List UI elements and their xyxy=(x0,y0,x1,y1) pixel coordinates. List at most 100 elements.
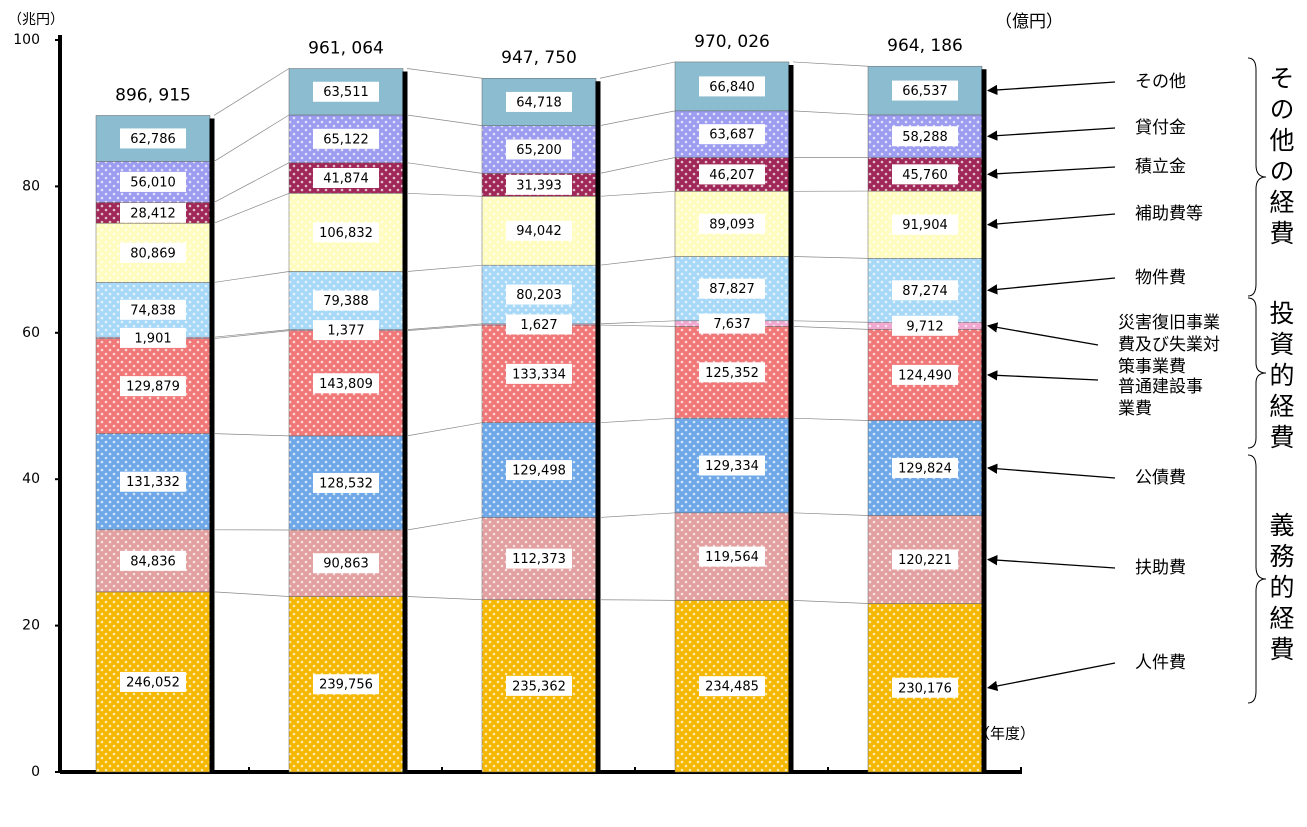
brace xyxy=(1247,297,1267,449)
value-label-box: 133,334 xyxy=(506,363,572,384)
label-bg xyxy=(120,671,186,692)
connector xyxy=(406,192,483,197)
label-bg xyxy=(699,278,765,299)
value-label-box: 65,122 xyxy=(313,128,379,149)
value-label-box: 79,388 xyxy=(313,290,379,311)
value-label-box: 246,052 xyxy=(120,671,186,692)
value-label: 94,042 xyxy=(516,224,562,239)
connector xyxy=(599,190,676,197)
value-label-box: 84,836 xyxy=(120,550,186,571)
value-label-box: 66,537 xyxy=(892,80,958,101)
value-label: 235,362 xyxy=(512,679,566,694)
value-label-box: 63,687 xyxy=(699,124,765,145)
legend-label: 貸付金 xyxy=(1135,118,1186,138)
value-label: 63,511 xyxy=(323,85,369,100)
value-label: 125,352 xyxy=(705,366,759,381)
legend-label: 公債費 xyxy=(1135,468,1186,488)
group-label: 投資的経費 xyxy=(1266,300,1295,455)
value-label: 129,879 xyxy=(126,380,180,395)
value-label: 1,627 xyxy=(520,318,557,333)
label-bg xyxy=(699,455,765,476)
legend-label: その他 xyxy=(1135,72,1186,92)
legend-arrow xyxy=(986,277,1116,295)
connector xyxy=(599,110,676,126)
value-label-box: 41,874 xyxy=(313,167,379,188)
legend-label: 扶助費 xyxy=(1135,558,1186,578)
label-bg xyxy=(699,676,765,697)
value-label-box: 119,564 xyxy=(699,546,765,567)
label-bg xyxy=(506,284,572,305)
label-bg xyxy=(506,91,572,112)
label-bg xyxy=(699,362,765,383)
connector xyxy=(406,517,483,531)
label-bg xyxy=(313,167,379,188)
value-label: 7,637 xyxy=(713,317,750,332)
label-bg xyxy=(699,546,765,567)
value-label-box: 131,332 xyxy=(120,471,186,492)
value-label: 112,373 xyxy=(512,552,566,567)
value-label: 246,052 xyxy=(126,675,180,690)
value-label-box: 46,207 xyxy=(699,164,765,185)
value-label-box: 89,093 xyxy=(699,213,765,234)
label-bg xyxy=(506,314,572,335)
value-label: 41,874 xyxy=(323,171,369,186)
label-bg xyxy=(313,81,379,102)
label-bg xyxy=(892,214,958,235)
label-bg xyxy=(120,128,186,149)
value-label-box: 234,485 xyxy=(699,676,765,697)
label-bg xyxy=(892,164,958,185)
label-bg xyxy=(699,313,765,334)
total-label: 896, 915 xyxy=(115,85,191,105)
label-bg xyxy=(892,364,958,385)
label-bg xyxy=(506,220,572,241)
connector xyxy=(599,599,676,601)
label-bg xyxy=(892,126,958,147)
value-label-box: 64,718 xyxy=(506,91,572,112)
value-label: 65,122 xyxy=(323,132,369,147)
label-bg xyxy=(699,164,765,185)
legend-arrow xyxy=(986,127,1116,141)
value-label: 129,824 xyxy=(898,461,952,476)
label-bg xyxy=(699,76,765,97)
value-label: 90,863 xyxy=(323,557,369,572)
label-bg xyxy=(120,242,186,263)
total-label: 947, 750 xyxy=(501,48,577,68)
y-tick-label: 20 xyxy=(22,618,40,634)
value-label: 124,490 xyxy=(898,368,952,383)
label-bg xyxy=(506,363,572,384)
value-label-box: 80,203 xyxy=(506,284,572,305)
legend-arrow xyxy=(986,81,1116,96)
value-label: 234,485 xyxy=(705,680,759,695)
value-label-box: 235,362 xyxy=(506,675,572,696)
value-label-box: 129,498 xyxy=(506,460,572,481)
value-label-box: 1,377 xyxy=(313,320,379,341)
connector xyxy=(599,61,676,79)
legend-arrow xyxy=(986,213,1116,230)
brace xyxy=(1247,57,1267,297)
connector xyxy=(792,61,869,67)
value-label-box: 94,042 xyxy=(506,220,572,241)
label-bg xyxy=(120,171,186,192)
label-bg xyxy=(506,675,572,696)
label-bg xyxy=(892,315,958,336)
y-tick-label: 60 xyxy=(22,325,40,341)
label-bg xyxy=(120,327,186,348)
value-label-box: 1,627 xyxy=(506,314,572,335)
group-label: 義務的経費 xyxy=(1266,512,1295,667)
connector xyxy=(792,256,869,259)
value-label-box: 90,863 xyxy=(313,553,379,574)
legend-arrow xyxy=(986,662,1116,692)
brace xyxy=(1247,454,1267,704)
connector xyxy=(792,600,869,604)
label-bg xyxy=(313,472,379,493)
y-tick-label: 40 xyxy=(22,471,40,487)
label-bg xyxy=(699,124,765,145)
legend-label: 物件費 xyxy=(1135,268,1186,288)
value-label-box: 112,373 xyxy=(506,548,572,569)
connector xyxy=(599,512,676,518)
connector xyxy=(213,591,290,597)
connector xyxy=(406,422,483,437)
value-label-box: 143,809 xyxy=(313,373,379,394)
value-label: 106,832 xyxy=(319,226,373,241)
